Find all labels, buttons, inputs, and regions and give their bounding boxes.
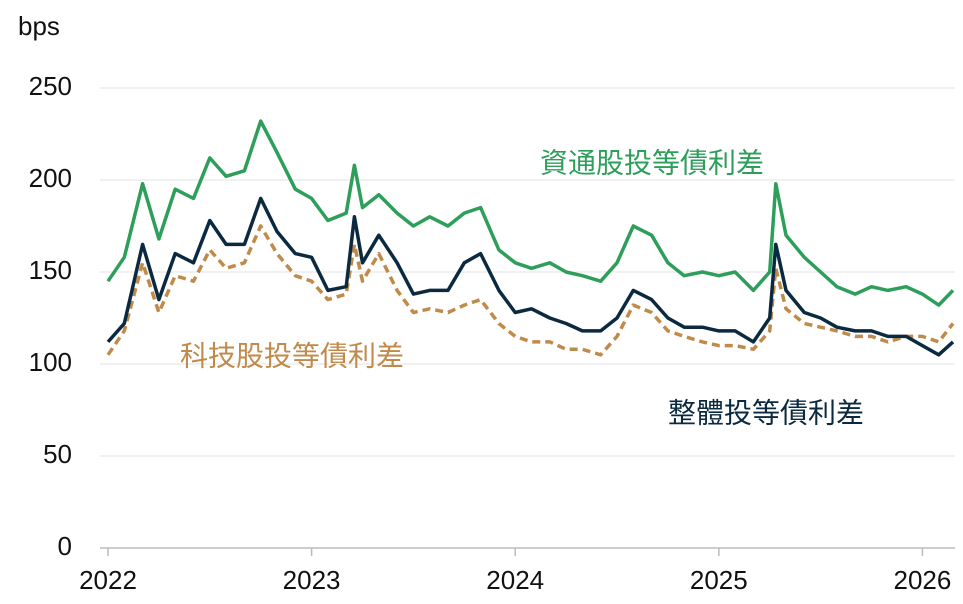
y-tick-label: 200 [29,163,72,193]
y-tick-label: 100 [29,347,72,377]
series-label: 整體投等債利差 [668,397,864,428]
series-label: 資通股投等債利差 [540,147,764,178]
series-line [106,224,955,357]
y-tick-label: 150 [29,255,72,285]
y-axis-label: bps [18,11,60,41]
series-line [106,196,955,357]
x-tick-label: 2022 [79,565,137,595]
y-tick-label: 250 [29,71,72,101]
x-tick-label: 2025 [690,565,748,595]
y-tick-label: 50 [43,439,72,469]
x-tick-label: 2023 [283,565,341,595]
series-label: 科技股投等債利差 [180,340,404,371]
series-line [106,119,955,307]
y-tick-label: 0 [58,531,72,561]
x-tick-label: 2024 [486,565,544,595]
x-tick-label: 2026 [894,565,952,595]
